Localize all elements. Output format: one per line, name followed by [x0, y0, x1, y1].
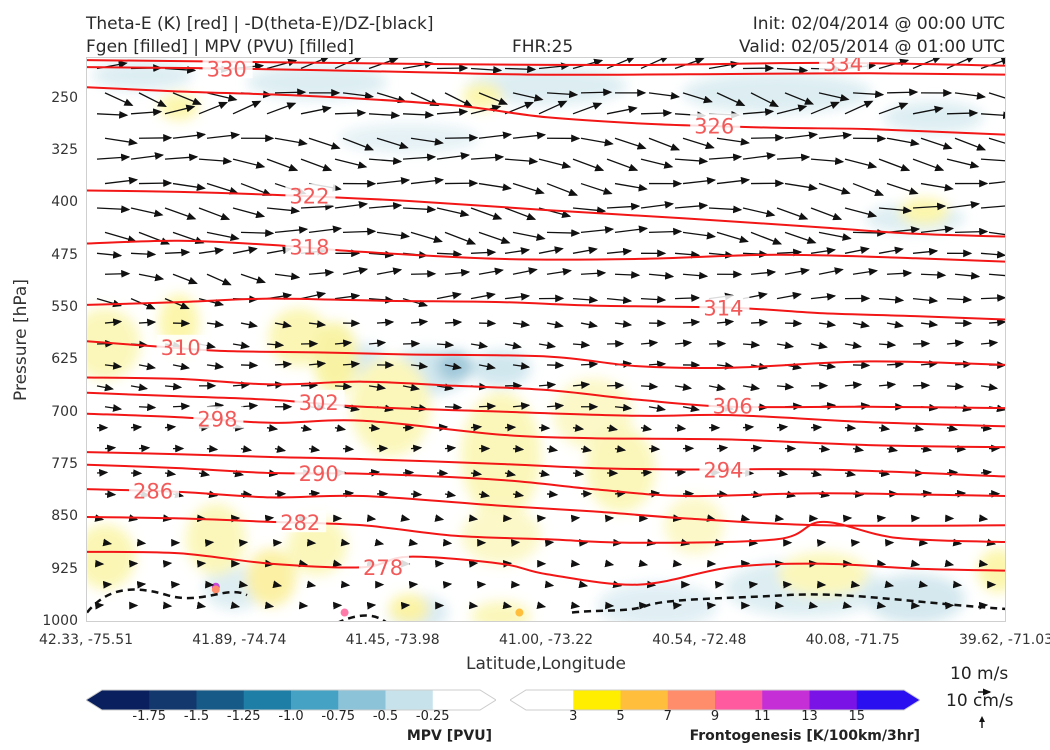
- theta-e-label: 322: [289, 185, 329, 209]
- y-tick-label: 475: [51, 246, 78, 263]
- shaded-fields: [87, 60, 1005, 621]
- y-tick-label: 550: [51, 299, 78, 316]
- theta-e-label: 326: [694, 114, 734, 138]
- colorbar-tick-label: -0.75: [321, 709, 356, 724]
- valid-time: Valid: 02/05/2014 @ 01:00 UTC: [739, 37, 1005, 57]
- init-time: Init: 02/04/2014 @ 00:00 UTC: [752, 14, 1005, 34]
- y-tick-label: 925: [51, 560, 78, 577]
- colorbar-tick-label: 9: [710, 709, 720, 724]
- stability-contour: [87, 588, 1005, 621]
- y-tick-label: 700: [51, 403, 78, 420]
- theta-e-contour-294: [87, 451, 1005, 478]
- cross-section-plot: 334 330 326 322 318 314 310 306 302 298 294 290 286 2…: [86, 57, 1006, 622]
- y-tick-label: 400: [51, 194, 78, 211]
- theta-e-label: 330: [207, 58, 247, 81]
- theta-e-label: 294: [703, 459, 743, 483]
- theta-e-label: 286: [133, 479, 173, 503]
- theta-e-contour-302: [87, 391, 1005, 428]
- frontogenesis-colorbar: [510, 689, 920, 711]
- theta-e-label: 314: [703, 296, 743, 320]
- theta-e-contour-286: [87, 488, 1005, 527]
- y-axis-label: Pressure [hPa]: [11, 279, 31, 401]
- theta-e-contour-290: [87, 463, 1005, 498]
- y-tick-label: 775: [51, 456, 78, 473]
- colorbar-tick-label: -0.25: [415, 709, 450, 724]
- theta-e-contour-278: [87, 550, 1005, 586]
- colorbar-tick-label: 15: [848, 709, 866, 724]
- reference-vector-cms: 10 cm/s: [946, 691, 1014, 711]
- theta-e-contour-318: [87, 239, 1005, 263]
- theta-e-label: 282: [280, 511, 320, 535]
- theta-e-contour-310: [87, 340, 1005, 370]
- y-tick-label: 625: [51, 351, 78, 368]
- mpv-colorbar: [86, 689, 496, 711]
- theta-e-contour-314: [87, 297, 1005, 321]
- theta-e-label: 302: [299, 391, 339, 415]
- x-tick-label: 41.45, -73.98: [345, 632, 440, 648]
- x-axis-label: Latitude,Longitude: [466, 654, 626, 674]
- theta-e-label: 310: [161, 336, 201, 360]
- x-tick-label: 40.54, -72.48: [652, 632, 747, 648]
- theta-e-contour-306: [87, 376, 1005, 410]
- colorbar-tick-label: -1.5: [183, 709, 210, 724]
- y-tick-label: 1000: [42, 613, 78, 629]
- colorbar-tick-label: -1.0: [278, 709, 304, 724]
- theta-e-label: 334: [823, 58, 863, 76]
- colorbar-tick-label: 3: [569, 709, 578, 724]
- theta-e-label: 298: [197, 407, 237, 431]
- wind-vectors: [94, 58, 1005, 610]
- plot-svg: 3343303263223183143103063022982942902862…: [87, 58, 1005, 621]
- theta-e-contour-326: [87, 86, 1005, 136]
- x-tick-label: 41.00, -73.22: [498, 632, 594, 648]
- theta-e-contour-282: [87, 516, 1005, 544]
- reference-vector-ms: 10 m/s: [950, 664, 1009, 684]
- x-tick-label: 42.33, -75.51: [38, 632, 134, 648]
- colorbar-tick-label: 11: [753, 709, 771, 724]
- mpv-colorbar-title: MPV [PVU]: [406, 728, 492, 744]
- chart-title-line1: Theta-E (K) [red] | -D(theta-E)/DZ-[blac…: [86, 14, 434, 34]
- x-tick-label: 40.08, -71.75: [805, 632, 900, 648]
- colorbar-tick-label: 13: [801, 709, 818, 724]
- theta-e-contour-322: [87, 189, 1005, 238]
- colorbar-tick-label: -1.75: [132, 709, 167, 724]
- x-tick-label: 39.62, -71.03: [958, 632, 1050, 648]
- theta-e-label: 318: [289, 235, 329, 259]
- theta-e-label: 278: [363, 556, 403, 580]
- theta-e-label: 290: [299, 462, 339, 486]
- frontogenesis-colorbar-title: Frontogenesis [K/100km/3hr]: [689, 728, 920, 744]
- y-tick-label: 250: [51, 89, 78, 106]
- colorbar-tick-label: 7: [663, 709, 672, 724]
- theta-e-contours: 3343303263223183143103063022982942902862…: [87, 58, 1005, 586]
- forecast-hour: FHR:25: [512, 37, 574, 57]
- colorbar-tick-label: -0.5: [372, 709, 399, 724]
- colorbar-tick-label: -1.25: [226, 709, 261, 724]
- colorbar-tick-label: 5: [616, 709, 625, 724]
- chart-title-line2: Fgen [filled] | MPV (PVU) [filled]: [86, 37, 355, 57]
- x-tick-label: 41.89, -74.74: [192, 632, 287, 648]
- y-tick-label: 850: [51, 508, 78, 525]
- reference-arrows: [978, 688, 992, 728]
- y-tick-label: 325: [51, 142, 78, 159]
